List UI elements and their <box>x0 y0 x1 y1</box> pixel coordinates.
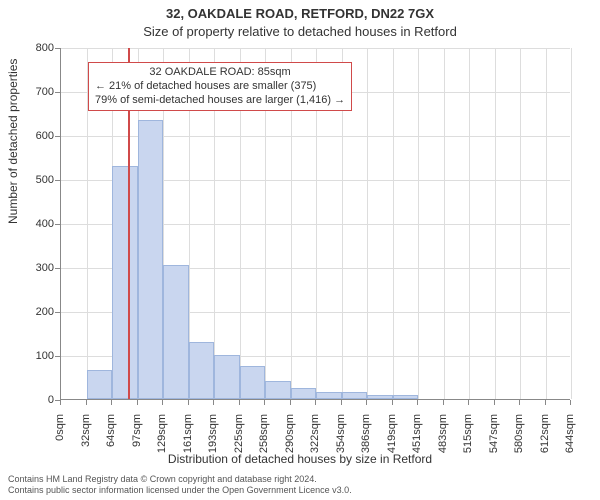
ytick-label: 500 <box>14 174 54 186</box>
chart-title-line1: 32, OAKDALE ROAD, RETFORD, DN22 7GX <box>0 6 600 21</box>
ytick-mark <box>55 180 60 181</box>
annotation-line: 79% of semi-detached houses are larger (… <box>95 94 345 108</box>
ytick-label: 700 <box>14 86 54 98</box>
ytick-label: 200 <box>14 306 54 318</box>
ytick-mark <box>55 136 60 137</box>
gridline-v <box>469 48 470 399</box>
annotation-box: 32 OAKDALE ROAD: 85sqm← 21% of detached … <box>88 62 352 111</box>
chart-container: 32, OAKDALE ROAD, RETFORD, DN22 7GX Size… <box>0 0 600 500</box>
xtick-mark <box>519 400 520 405</box>
gridline-v <box>444 48 445 399</box>
attribution-text: Contains HM Land Registry data © Crown c… <box>8 474 352 496</box>
gridline-v <box>495 48 496 399</box>
ytick-label: 0 <box>14 394 54 406</box>
xtick-mark <box>392 400 393 405</box>
ytick-mark <box>55 268 60 269</box>
gridline-v <box>367 48 368 399</box>
chart-title-line2: Size of property relative to detached ho… <box>0 24 600 39</box>
histogram-bar <box>214 355 240 399</box>
histogram-bar <box>367 395 393 399</box>
ytick-mark <box>55 48 60 49</box>
x-axis-title: Distribution of detached houses by size … <box>0 452 600 466</box>
histogram-bar <box>240 366 266 399</box>
ytick-label: 600 <box>14 130 54 142</box>
xtick-mark <box>239 400 240 405</box>
xtick-mark <box>341 400 342 405</box>
histogram-bar <box>87 370 113 399</box>
gridline-v <box>546 48 547 399</box>
xtick-mark <box>290 400 291 405</box>
xtick-mark <box>264 400 265 405</box>
ytick-label: 800 <box>14 42 54 54</box>
xtick-mark <box>162 400 163 405</box>
xtick-mark <box>570 400 571 405</box>
histogram-bar <box>316 392 342 399</box>
histogram-bar <box>393 395 419 399</box>
xtick-mark <box>545 400 546 405</box>
xtick-mark <box>494 400 495 405</box>
xtick-mark <box>86 400 87 405</box>
histogram-bar <box>265 381 291 399</box>
gridline-v <box>418 48 419 399</box>
gridline-v <box>520 48 521 399</box>
ytick-mark <box>55 312 60 313</box>
xtick-mark <box>188 400 189 405</box>
xtick-mark <box>60 400 61 405</box>
attribution-line: Contains HM Land Registry data © Crown c… <box>8 474 352 485</box>
histogram-bar <box>189 342 215 399</box>
histogram-bar <box>112 166 138 399</box>
annotation-line: ← 21% of detached houses are smaller (37… <box>95 80 345 94</box>
xtick-mark <box>468 400 469 405</box>
histogram-bar <box>291 388 317 399</box>
histogram-bar <box>138 120 164 399</box>
xtick-mark <box>213 400 214 405</box>
xtick-mark <box>366 400 367 405</box>
histogram-bar <box>163 265 189 399</box>
ytick-mark <box>55 92 60 93</box>
ytick-label: 100 <box>14 350 54 362</box>
xtick-mark <box>443 400 444 405</box>
annotation-line: 32 OAKDALE ROAD: 85sqm <box>95 66 345 80</box>
ytick-label: 400 <box>14 218 54 230</box>
xtick-mark <box>111 400 112 405</box>
ytick-mark <box>55 224 60 225</box>
xtick-mark <box>315 400 316 405</box>
ytick-mark <box>55 356 60 357</box>
attribution-line: Contains public sector information licen… <box>8 485 352 496</box>
xtick-mark <box>417 400 418 405</box>
gridline-v <box>393 48 394 399</box>
xtick-mark <box>137 400 138 405</box>
ytick-label: 300 <box>14 262 54 274</box>
histogram-bar <box>342 392 368 399</box>
gridline-v <box>571 48 572 399</box>
